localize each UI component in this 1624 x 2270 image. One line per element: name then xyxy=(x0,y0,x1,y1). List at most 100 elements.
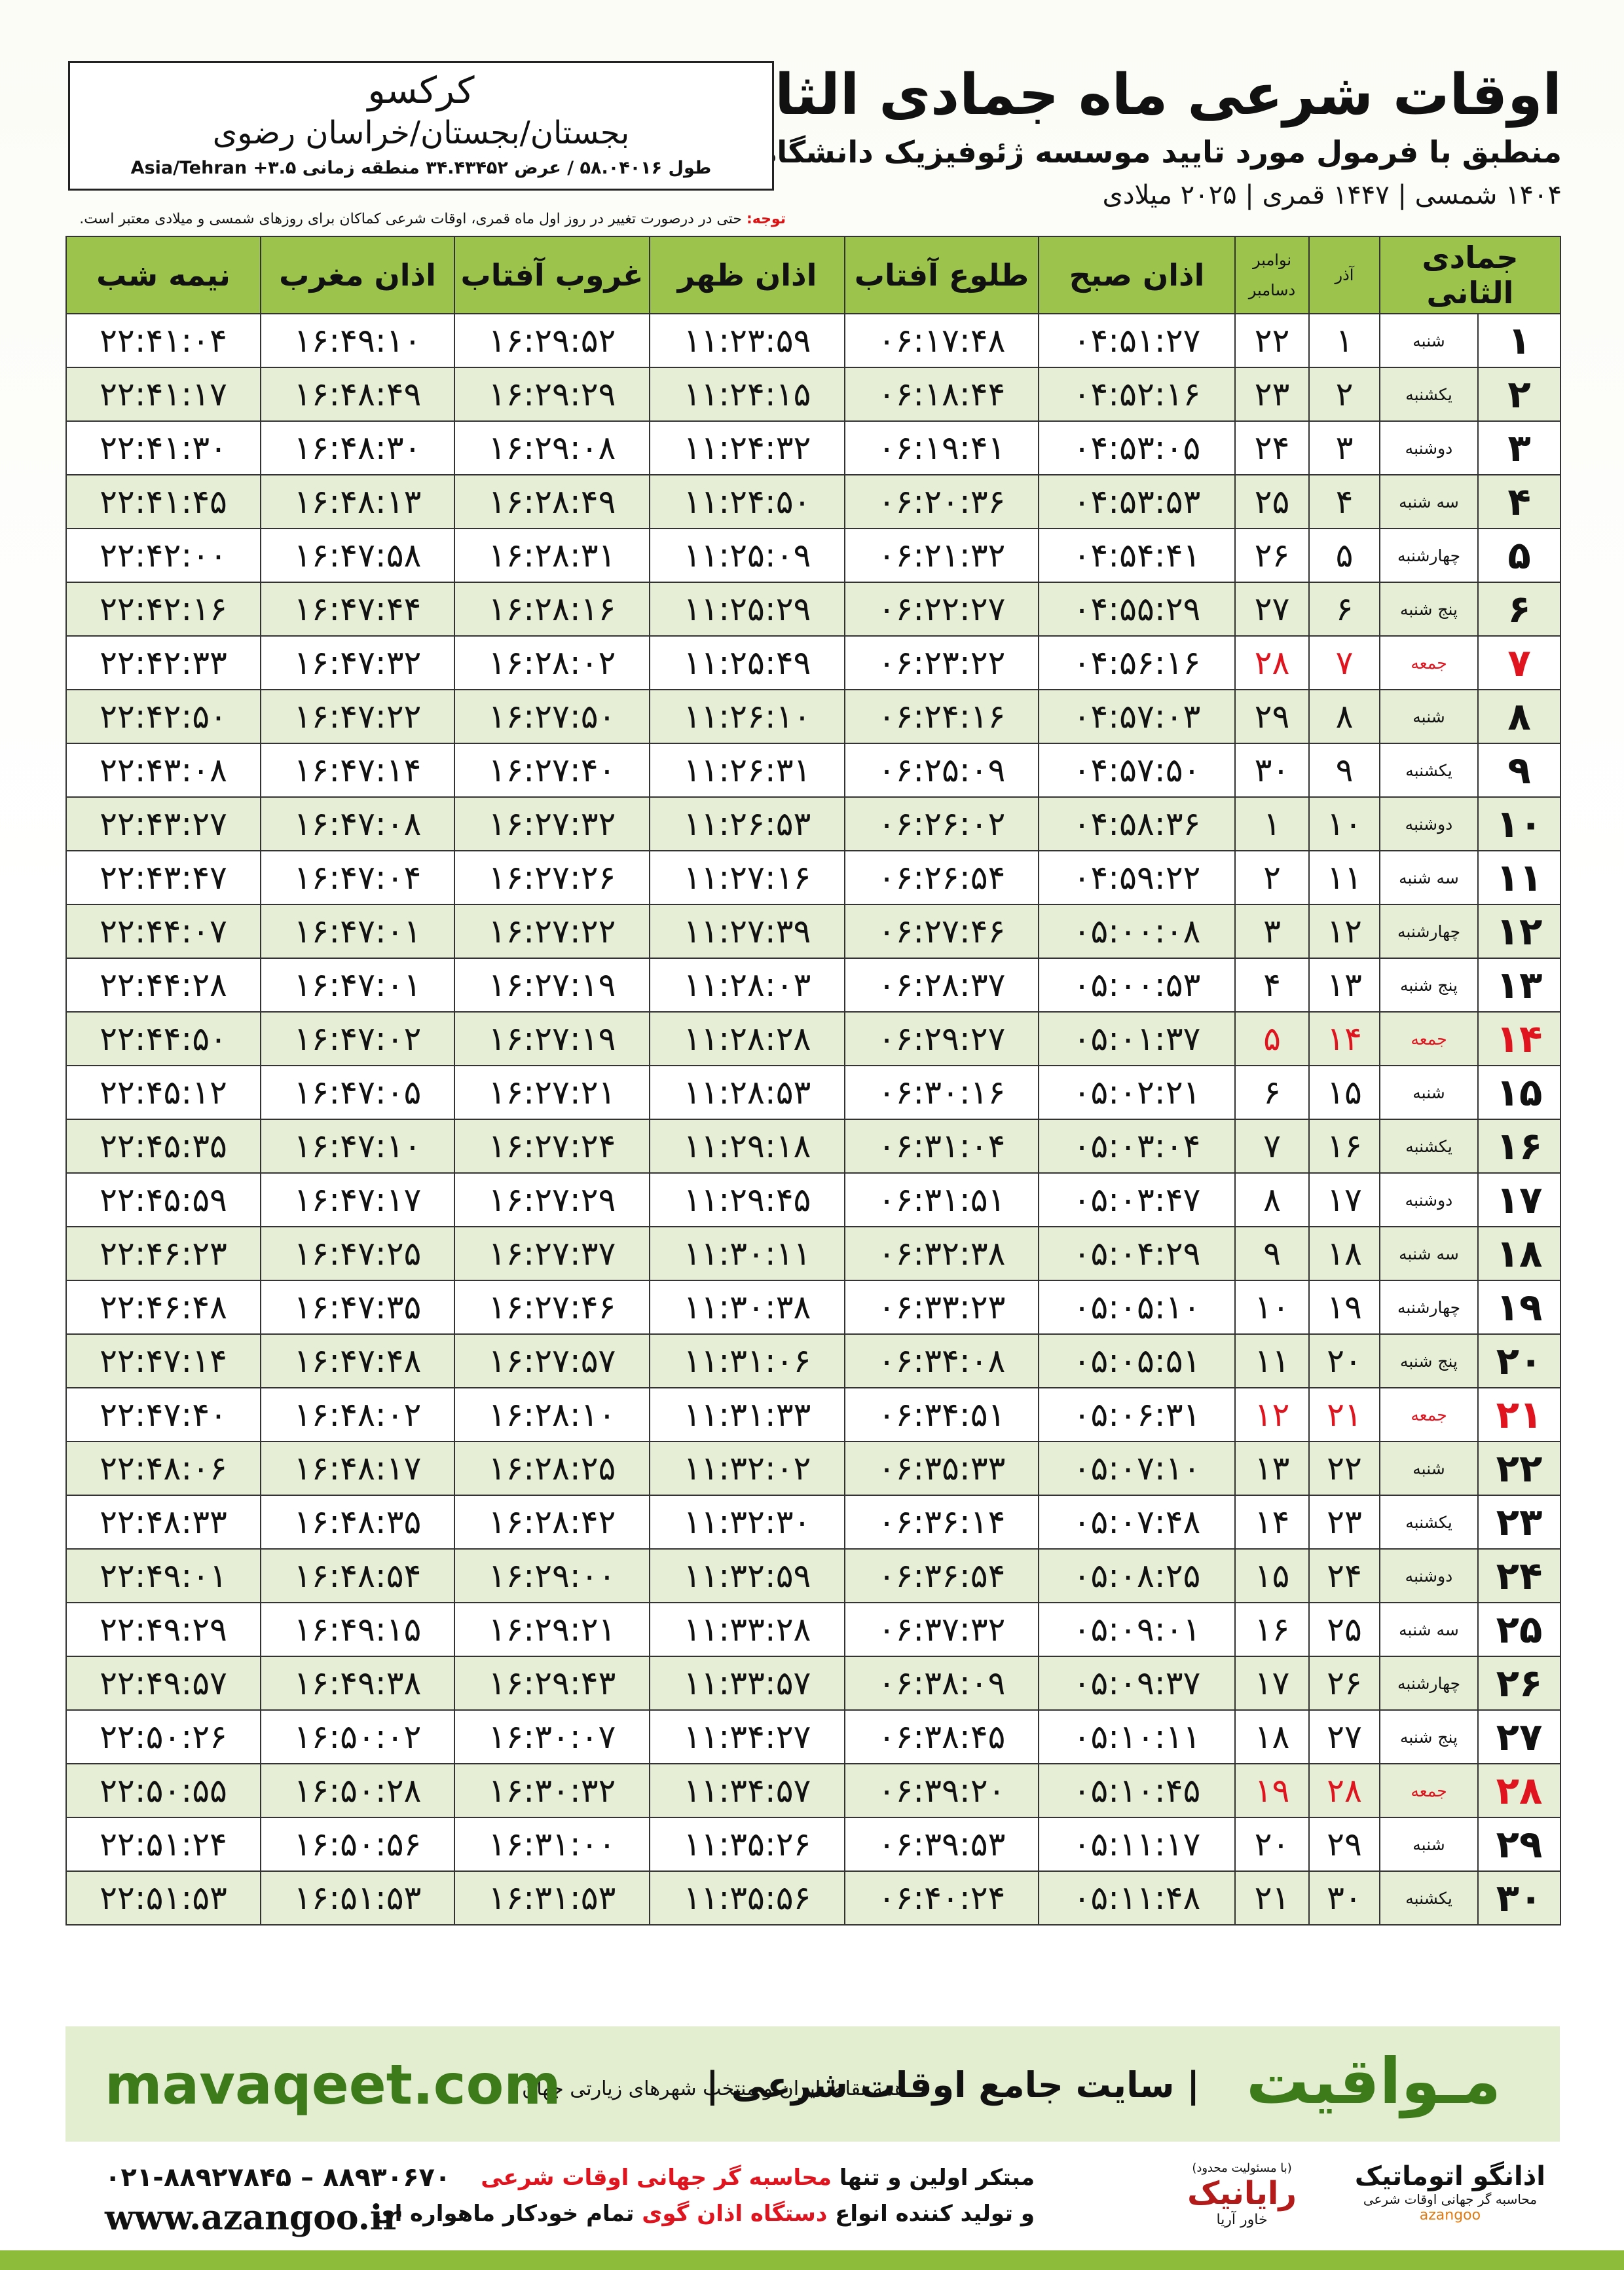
table-cell: ۰۶:۳۸:۰۹ xyxy=(844,1656,1039,1711)
table-cell: ۰۴:۵۹:۲۲ xyxy=(1038,850,1236,905)
table-cell: جمعه xyxy=(1378,1011,1479,1066)
table-cell: ۲۹ xyxy=(1234,689,1310,744)
header-cell: اذان صبح xyxy=(1038,236,1236,314)
table-cell: ۰۵:۰۳:۴۷ xyxy=(1038,1172,1236,1227)
table-cell: ۲۲:۵۱:۲۴ xyxy=(65,1817,261,1872)
header-cell: اذان ظهر xyxy=(649,236,845,314)
table-cell: ۲ xyxy=(1308,367,1380,422)
text: مبتکر اولین و تنها xyxy=(831,2165,1035,2191)
table-row: ۱ شنبه ۱ ۲۲ ۰۴:۵۱:۲۷ ۰۶:۱۷:۴۸ ۱۱:۲۳:۵۹ ۱۶:۲۹:۵۲… xyxy=(65,313,1562,368)
table-cell: ۰۵:۰۰:۰۸ xyxy=(1038,904,1236,959)
table-cell: ۲۲:۴۱:۱۷ xyxy=(65,367,261,422)
table-row: ۱۲ چهارشنبه ۱۲ ۳ ۰۵:۰۰:۰۸ ۰۶:۲۷:۴۶ ۱۱:۲۷:۳۹ ۱۶:… xyxy=(65,904,1562,959)
logo-sub: محاسبه گر جهانی اوقات شرعی xyxy=(1363,2191,1538,2207)
table-cell: ۱۱:۲۴:۱۵ xyxy=(649,367,845,422)
table-cell: ۲۵ xyxy=(1308,1602,1380,1657)
table-cell: ۱۶:۴۹:۱۰ xyxy=(260,313,455,368)
table-cell: ۳ xyxy=(1477,420,1562,475)
table-cell: ۰۵:۱۰:۴۵ xyxy=(1038,1763,1236,1818)
table-cell: ۲۴ xyxy=(1308,1548,1380,1603)
table-row: ۷ جمعه ۷ ۲۸ ۰۴:۵۶:۱۶ ۰۶:۲۳:۲۲ ۱۱:۲۵:۴۹ ۱۶:۲۸:۰۲… xyxy=(65,635,1562,690)
table-row: ۱۳ پنج شنبه ۱۳ ۴ ۰۵:۰۰:۵۳ ۰۶:۲۸:۳۷ ۱۱:۲۸:۰۳ ۱۶:… xyxy=(65,958,1562,1013)
table-cell: ۱۱:۳۲:۵۹ xyxy=(649,1548,845,1603)
table-cell: ۱۶:۴۸:۵۴ xyxy=(260,1548,455,1603)
table-cell: ۲۲:۴۲:۳۳ xyxy=(65,635,261,690)
table-cell: پنج شنبه xyxy=(1378,958,1479,1013)
table-cell: دوشنبه xyxy=(1378,420,1479,475)
url[interactable]: mavaqeet.com xyxy=(105,2053,561,2117)
table-cell: ۰۵:۰۳:۰۴ xyxy=(1038,1119,1236,1174)
table-cell: ۱۱:۳۱:۳۳ xyxy=(649,1387,845,1442)
table-cell: ۱۶:۴۷:۳۲ xyxy=(260,635,455,690)
table-cell: ۲۲ xyxy=(1308,1441,1380,1496)
table-row: ۲۱ جمعه ۲۱ ۱۲ ۰۵:۰۶:۳۱ ۰۶:۳۴:۵۱ ۱۱:۳۱:۳۳ ۱۶:۲۸:… xyxy=(65,1387,1562,1442)
text: و تولید کننده انواع xyxy=(827,2201,1035,2227)
table-cell: ۲۵ xyxy=(1477,1602,1562,1657)
table-cell: ۱۱:۳۳:۵۷ xyxy=(649,1656,845,1711)
table-cell: ۰۶:۳۲:۳۸ xyxy=(844,1226,1039,1281)
title: اوقات شرعی ماه جمادی الثانی xyxy=(696,62,1562,128)
table-cell: یکشنبه xyxy=(1378,743,1479,798)
table-cell: ۲۳ xyxy=(1234,367,1310,422)
table-cell: ۰۶:۲۶:۵۴ xyxy=(844,850,1039,905)
table-cell: ۲۶ xyxy=(1234,528,1310,583)
header-cell: نوامبر دسامبر xyxy=(1234,236,1310,314)
table-cell: پنج شنبه xyxy=(1378,1333,1479,1388)
table-cell: ۲۲:۴۹:۰۱ xyxy=(65,1548,261,1603)
table-row: ۲۴ دوشنبه ۲۴ ۱۵ ۰۵:۰۸:۲۵ ۰۶:۳۶:۵۴ ۱۱:۳۲:۵۹ ۱۶:۲… xyxy=(65,1548,1562,1603)
table-cell: ۱۶:۲۷:۱۹ xyxy=(454,958,650,1013)
table-cell: ۱۶:۵۰:۲۸ xyxy=(260,1763,455,1818)
table-cell: ۱۸ xyxy=(1234,1709,1310,1764)
table-cell: ۲۷ xyxy=(1477,1709,1562,1764)
table-cell: ۰۴:۵۳:۵۳ xyxy=(1038,474,1236,529)
table-cell: ۰۶:۲۴:۱۶ xyxy=(844,689,1039,744)
table-cell: ۲۳ xyxy=(1477,1495,1562,1550)
table-cell: ۱۶:۴۹:۱۵ xyxy=(260,1602,455,1657)
table-row: ۱۱ سه شنبه ۱۱ ۲ ۰۴:۵۹:۲۲ ۰۶:۲۶:۵۴ ۱۱:۲۷:۱۶ ۱۶:۲… xyxy=(65,850,1562,905)
phone: ۰۲۱-۸۸۹۲۷۸۴۵ – ۸۸۹۳۰۶۷۰ xyxy=(105,2163,451,2193)
table-cell: ۱۶:۴۷:۰۴ xyxy=(260,850,455,905)
table-cell: ۸ xyxy=(1234,1172,1310,1227)
table-cell: سه شنبه xyxy=(1378,1226,1479,1281)
table-cell: ۱۶:۴۸:۱۳ xyxy=(260,474,455,529)
table-row: ۲۶ چهارشنبه ۲۶ ۱۷ ۰۵:۰۹:۳۷ ۰۶:۳۸:۰۹ ۱۱:۳۳:۵۷ ۱۶… xyxy=(65,1656,1562,1711)
table-cell: ۱۶:۳۰:۰۷ xyxy=(454,1709,650,1764)
table-cell: ۱۹ xyxy=(1234,1763,1310,1818)
subtitle: منطبق با فرمول مورد تایید موسسه ژئوفیزیک… xyxy=(662,134,1562,170)
table-cell: ۲۲:۴۳:۲۷ xyxy=(65,796,261,851)
table-cell: ۱۶:۲۷:۲۶ xyxy=(454,850,650,905)
table-cell: ۱۱:۲۵:۲۹ xyxy=(649,582,845,637)
table-cell: ۲۲:۵۰:۵۵ xyxy=(65,1763,261,1818)
table-cell: ۰۶:۳۷:۳۲ xyxy=(844,1602,1039,1657)
table-cell: ۲۳ xyxy=(1308,1495,1380,1550)
table-cell: ۱۱:۳۵:۵۶ xyxy=(649,1870,845,1926)
table-cell: ۰۶:۳۱:۵۱ xyxy=(844,1172,1039,1227)
table-cell: ۱۶:۴۷:۱۰ xyxy=(260,1119,455,1174)
logo-note: (با مسئولیت محدود) xyxy=(1192,2161,1292,2175)
table-cell: ۲۲:۴۳:۴۷ xyxy=(65,850,261,905)
table-cell: ۱۶:۲۸:۳۱ xyxy=(454,528,650,583)
header-cell: نیمه شب xyxy=(65,236,261,314)
header-row: جمادی الثانی آذر نوامبر دسامبر اذان صبح طل… xyxy=(65,236,1562,314)
table-cell: ۰۵:۱۰:۱۱ xyxy=(1038,1709,1236,1764)
table-cell: ۱۶:۴۷:۰۱ xyxy=(260,958,455,1013)
table-cell: جمعه xyxy=(1378,1387,1479,1442)
table-cell: ۱۱ xyxy=(1477,850,1562,905)
table-cell: ۱۵ xyxy=(1234,1548,1310,1603)
table-cell: ۱۱:۳۲:۳۰ xyxy=(649,1495,845,1550)
table-cell: ۰۴:۵۷:۰۳ xyxy=(1038,689,1236,744)
table-cell: یکشنبه xyxy=(1378,1119,1479,1174)
note-label: توجه: xyxy=(746,211,786,227)
table-cell: ۰۶:۲۸:۳۷ xyxy=(844,958,1039,1013)
table-cell: ۰۵:۰۷:۴۸ xyxy=(1038,1495,1236,1550)
table-cell: شنبه xyxy=(1378,1441,1479,1496)
table-cell: ۲۲:۵۰:۲۶ xyxy=(65,1709,261,1764)
table-cell: ۱۱:۲۶:۵۳ xyxy=(649,796,845,851)
table-cell: ۱۳ xyxy=(1477,958,1562,1013)
footer-band: مـواقیت | سایت جامع اوقات شرعی | همه نقا… xyxy=(65,2026,1560,2142)
table-cell: ۰۶:۳۱:۰۴ xyxy=(844,1119,1039,1174)
table-cell: ۱۶:۳۱:۰۰ xyxy=(454,1817,650,1872)
table-cell: ۱۶:۲۷:۱۹ xyxy=(454,1011,650,1066)
table-cell: ۵ xyxy=(1234,1011,1310,1066)
website[interactable]: www.azangoo.ir xyxy=(105,2198,401,2238)
